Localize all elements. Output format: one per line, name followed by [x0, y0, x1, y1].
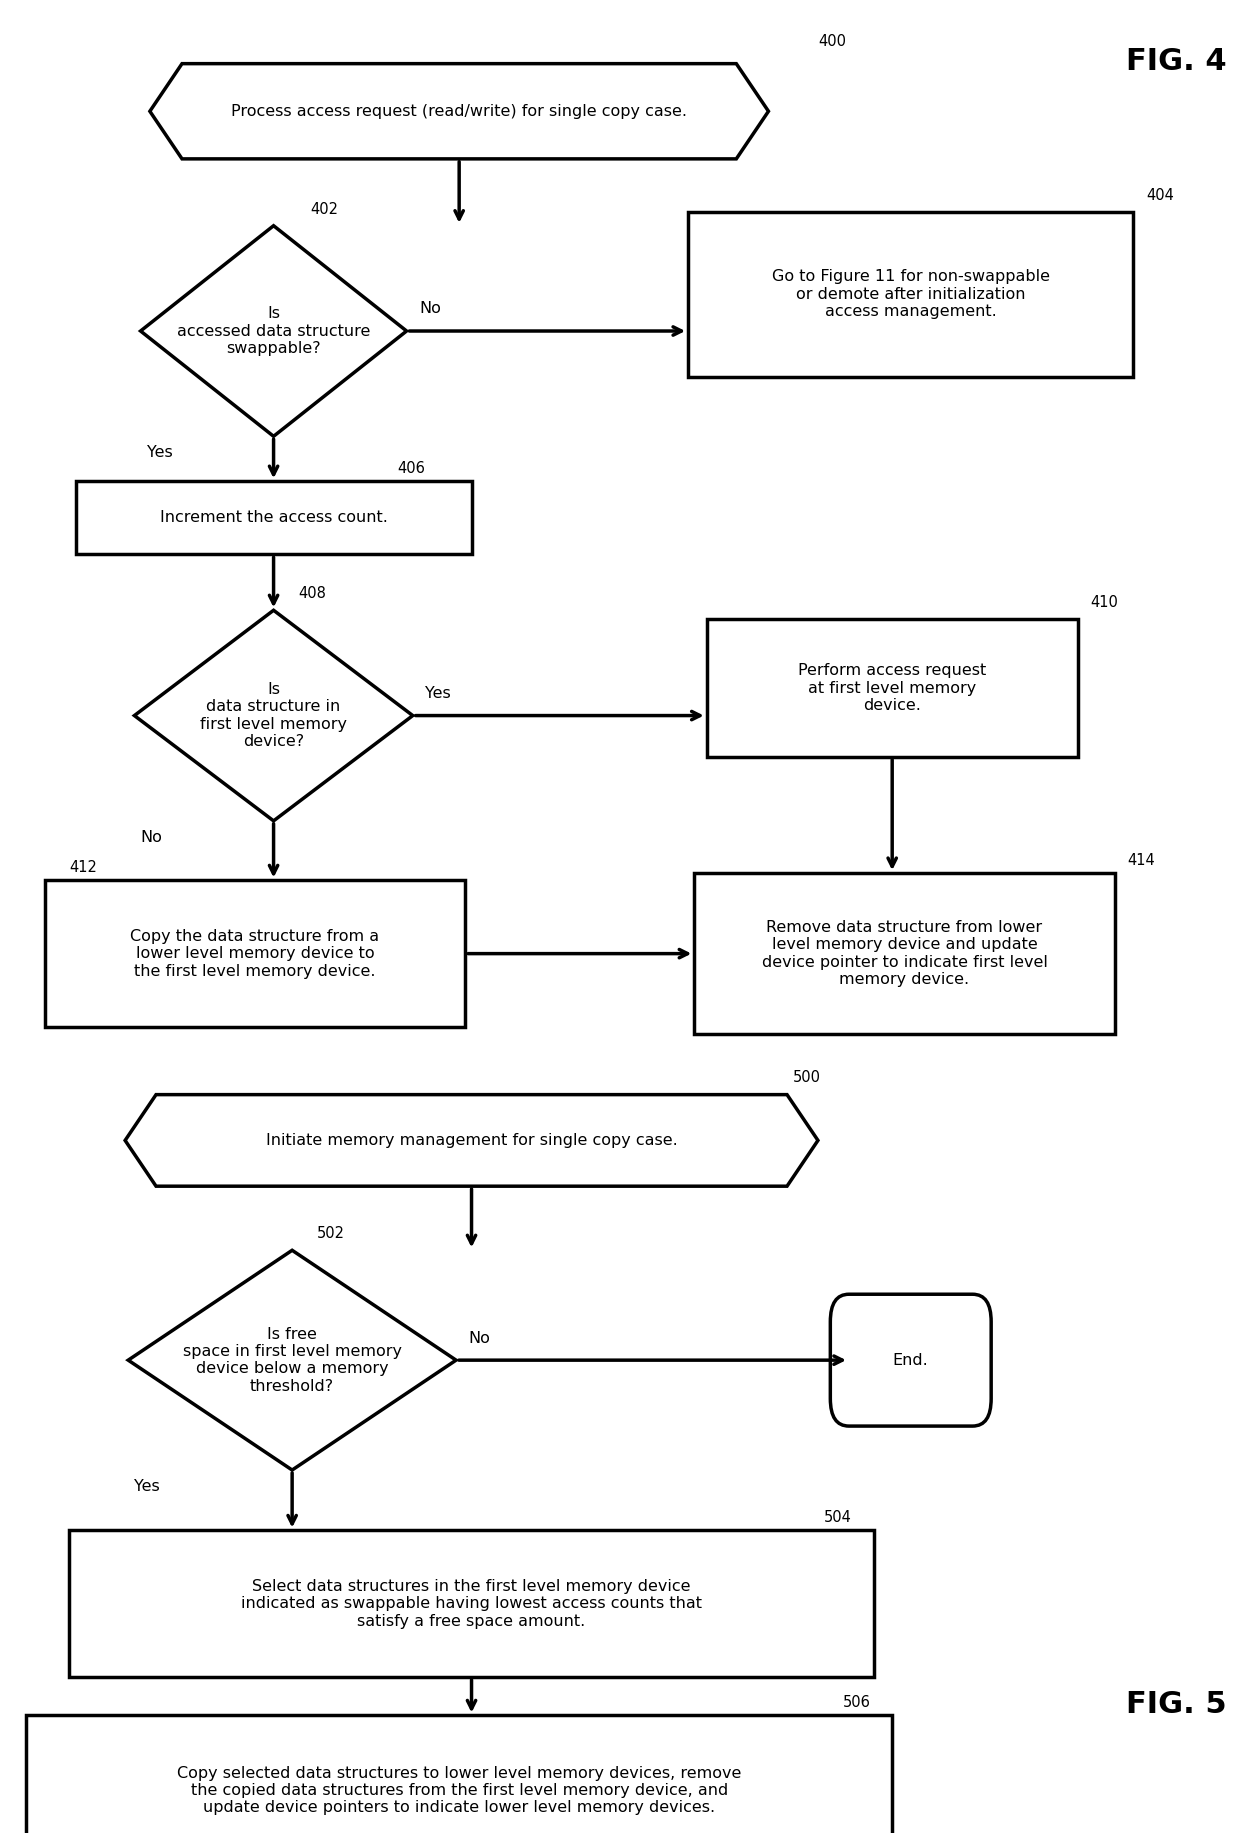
Text: No: No	[419, 301, 441, 315]
Text: Select data structures in the first level memory device
indicated as swappable h: Select data structures in the first leve…	[241, 1579, 702, 1629]
Text: Is
data structure in
first level memory
device?: Is data structure in first level memory …	[200, 682, 347, 748]
Text: No: No	[469, 1330, 490, 1346]
Text: 414: 414	[1127, 853, 1154, 867]
FancyBboxPatch shape	[694, 873, 1115, 1034]
Text: Is free
space in first level memory
device below a memory
threshold?: Is free space in first level memory devi…	[182, 1326, 402, 1394]
Polygon shape	[128, 1251, 456, 1471]
Text: Remove data structure from lower
level memory device and update
device pointer t: Remove data structure from lower level m…	[761, 921, 1048, 987]
Polygon shape	[150, 64, 769, 160]
Text: 506: 506	[843, 1695, 870, 1709]
Text: Yes: Yes	[134, 1480, 160, 1495]
Text: 408: 408	[299, 587, 326, 602]
FancyBboxPatch shape	[26, 1715, 893, 1834]
Text: 400: 400	[818, 35, 846, 50]
Text: Copy the data structure from a
lower level memory device to
the first level memo: Copy the data structure from a lower lev…	[130, 928, 379, 979]
Text: Copy selected data structures to lower level memory devices, remove
the copied d: Copy selected data structures to lower l…	[177, 1766, 742, 1816]
Text: Process access request (read/write) for single copy case.: Process access request (read/write) for …	[231, 105, 687, 119]
Text: Go to Figure 11 for non-swappable
or demote after initialization
access manageme: Go to Figure 11 for non-swappable or dem…	[771, 270, 1050, 319]
Text: Perform access request
at first level memory
device.: Perform access request at first level me…	[799, 664, 986, 713]
FancyBboxPatch shape	[45, 880, 465, 1027]
Text: Increment the access count.: Increment the access count.	[160, 510, 388, 525]
Text: 504: 504	[825, 1509, 852, 1524]
Text: Initiate memory management for single copy case.: Initiate memory management for single co…	[265, 1133, 677, 1148]
Text: No: No	[140, 831, 162, 845]
Text: FIG. 4: FIG. 4	[1126, 48, 1226, 77]
FancyBboxPatch shape	[707, 620, 1078, 757]
Text: 404: 404	[1146, 187, 1174, 204]
Text: Is
accessed data structure
swappable?: Is accessed data structure swappable?	[177, 306, 371, 356]
Text: 410: 410	[1090, 596, 1118, 611]
Text: 406: 406	[397, 460, 425, 475]
FancyBboxPatch shape	[688, 213, 1133, 376]
FancyBboxPatch shape	[69, 1530, 874, 1676]
Text: 412: 412	[69, 860, 97, 875]
Text: Yes: Yes	[146, 446, 172, 460]
Polygon shape	[140, 226, 407, 436]
Text: Yes: Yes	[425, 686, 451, 701]
Polygon shape	[134, 611, 413, 822]
Text: FIG. 5: FIG. 5	[1126, 1691, 1226, 1718]
Text: End.: End.	[893, 1353, 929, 1368]
Text: 402: 402	[311, 202, 339, 216]
FancyBboxPatch shape	[831, 1295, 991, 1427]
Text: 502: 502	[317, 1227, 345, 1242]
FancyBboxPatch shape	[76, 481, 471, 554]
Polygon shape	[125, 1095, 818, 1187]
Text: 500: 500	[794, 1071, 821, 1086]
